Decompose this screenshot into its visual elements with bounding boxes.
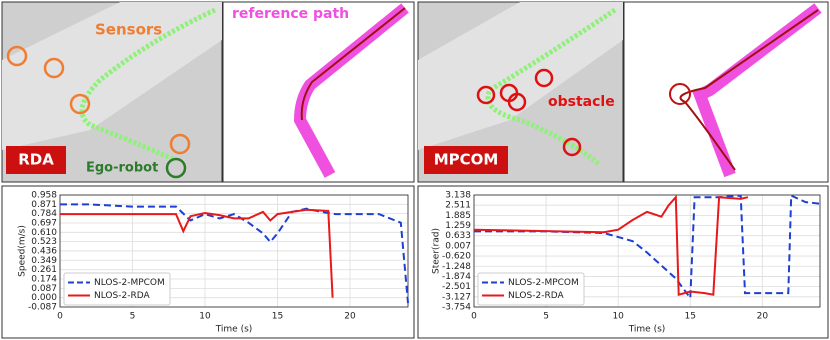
ref-path (692, 3, 822, 178)
legend-box (63, 272, 171, 306)
y-tick-label: 0.007 (445, 241, 471, 251)
x-tick-label: 5 (130, 312, 136, 322)
method-label: MPCOM (434, 151, 499, 169)
y-tick-label: 3.138 (445, 191, 471, 201)
legend-label: NLOS-2-RDA (94, 291, 150, 301)
y-tick-label: 0.784 (31, 209, 57, 219)
y-tick-label: 0.610 (31, 228, 57, 238)
y-tick-label: -3.754 (442, 303, 471, 313)
path-label: reference path (232, 6, 349, 22)
legend-box (477, 272, 585, 306)
y-tick-label: 0.633 (445, 231, 471, 241)
sensor-marker (6, 45, 28, 67)
y-axis-label: Steer(rad) (432, 228, 442, 274)
y-tick-label: -1.874 (442, 272, 471, 282)
sensor-marker (169, 133, 191, 155)
method-label: RDA (18, 151, 54, 169)
road (2, 2, 222, 150)
y-tick-label: 0.000 (31, 293, 57, 303)
sensor-marker (43, 57, 65, 79)
y-axis-label: Speed(m/s) (18, 225, 28, 277)
method-badge (6, 146, 66, 174)
series-line (60, 203, 409, 304)
legend-label: NLOS-2-RDA (508, 291, 564, 301)
plot-area (59, 194, 409, 308)
y-tick-label: 1.259 (445, 221, 471, 231)
sensor-marker (69, 93, 91, 115)
y-tick-label: 0.349 (31, 256, 57, 266)
x-tick-label: 10 (199, 312, 211, 322)
x-tick-label: 0 (57, 312, 63, 322)
obstacle-marker (562, 137, 582, 157)
x-axis-label: Time (s) (215, 325, 253, 335)
robot-label: Ego-robot (86, 161, 158, 176)
x-tick-label: 20 (757, 312, 769, 322)
plot-area (473, 194, 821, 308)
y-tick-label: 0.261 (31, 265, 57, 275)
obstacle-marker (476, 85, 496, 105)
trajectory (300, 7, 406, 121)
y-tick-label: 1.885 (445, 211, 471, 221)
series-line (474, 194, 821, 301)
y-tick-label: 0.436 (31, 246, 57, 256)
legend-label: NLOS-2-MPCOM (508, 278, 579, 288)
x-tick-label: 10 (612, 312, 624, 322)
x-tick-label: 15 (685, 312, 696, 322)
obstacle-label: obstacle (548, 94, 615, 110)
x-tick-label: 15 (272, 312, 283, 322)
x-tick-label: 0 (471, 312, 477, 322)
y-tick-label: -1.248 (442, 262, 471, 272)
series-line (60, 208, 334, 298)
trajectory (79, 7, 217, 163)
robot-marker (165, 157, 187, 179)
x-tick-label: 5 (543, 312, 549, 322)
method-badge (424, 146, 508, 174)
y-tick-label: -0.620 (442, 252, 471, 262)
chart-frame (1, 185, 415, 339)
y-tick-label: -0.087 (28, 303, 57, 313)
obstacle-marker (669, 83, 691, 105)
y-tick-label: 0.087 (31, 284, 57, 294)
y-tick-label: -3.127 (442, 292, 471, 302)
y-tick-label: 0.958 (31, 191, 57, 201)
y-tick-label: 0.523 (31, 237, 57, 247)
x-axis-label: Time (s) (628, 325, 666, 335)
y-tick-label: 2.511 (445, 201, 471, 211)
y-tick-label: 0.697 (31, 218, 57, 228)
chart-frame (417, 185, 829, 339)
obstacle-marker (507, 92, 527, 112)
sensors-label: Sensors (95, 21, 162, 39)
series-line (473, 194, 749, 297)
y-tick-label: 0.871 (31, 200, 57, 210)
y-tick-label: 0.174 (31, 275, 57, 285)
x-tick-label: 20 (344, 312, 356, 322)
legend-label: NLOS-2-MPCOM (94, 278, 165, 288)
y-tick-label: -2.501 (442, 282, 471, 292)
obstacle-marker (534, 68, 554, 88)
